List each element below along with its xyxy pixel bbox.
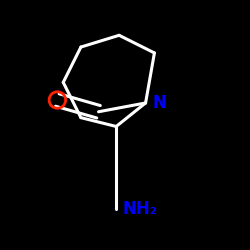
Text: NH₂: NH₂ bbox=[122, 200, 157, 218]
Text: N: N bbox=[153, 94, 167, 112]
